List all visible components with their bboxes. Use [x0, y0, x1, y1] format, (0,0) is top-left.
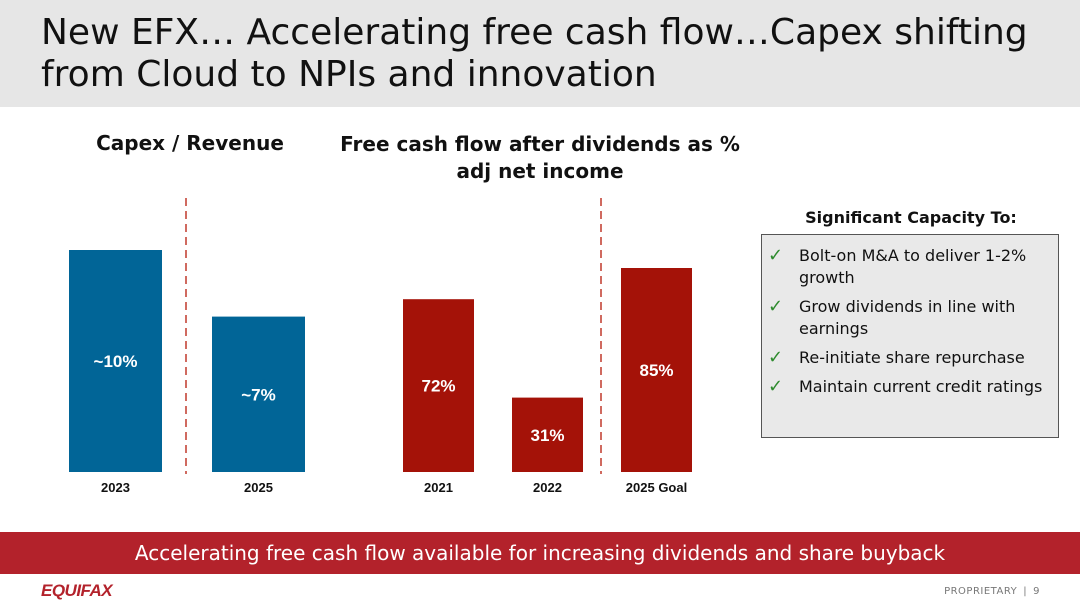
checkmark-icon: ✓	[768, 296, 784, 317]
capacity-item-text: Bolt-on M&A to deliver 1-2% growth	[799, 246, 1027, 287]
capacity-item: ✓ Re-initiate share repurchase	[768, 347, 1052, 369]
capacity-item-text: Grow dividends in line with earnings	[799, 297, 1016, 338]
checkmark-icon: ✓	[768, 347, 784, 368]
checkmark-icon: ✓	[768, 245, 784, 266]
capex-category-label: 2025	[244, 480, 273, 495]
slide-title: New EFX… Accelerating free cash flow…Cap…	[41, 12, 1028, 95]
capacity-item: ✓ Bolt-on M&A to deliver 1-2% growth	[768, 245, 1052, 289]
fcf-category-label: 2022	[533, 480, 562, 495]
fcf-bar	[403, 299, 474, 472]
capacity-box: ✓ Bolt-on M&A to deliver 1-2% growth ✓ Gro…	[761, 234, 1059, 438]
capex-data-label: ~7%	[241, 385, 276, 404]
capex-category-label: 2023	[101, 480, 130, 495]
fcf-data-label: 31%	[530, 426, 564, 445]
chart-title-capex: Capex / Revenue	[96, 131, 284, 155]
capacity-item: ✓ Grow dividends in line with earnings	[768, 296, 1052, 340]
fcf-category-label: 2021	[424, 480, 453, 495]
capacity-item-text: Re-initiate share repurchase	[799, 348, 1025, 367]
footer-label: PROPRIETARY	[944, 586, 1018, 597]
fcf-bar	[621, 268, 692, 472]
checkmark-icon: ✓	[768, 376, 784, 397]
equifax-logo: EQUIFAX	[41, 581, 113, 600]
capex-data-label: ~10%	[94, 352, 138, 371]
fcf-bar	[512, 397, 583, 472]
page-number: 9	[1033, 586, 1040, 597]
capacity-item: ✓ Maintain current credit ratings	[768, 376, 1052, 398]
capex-bar	[69, 250, 162, 472]
chart-title-fcf: Free cash flow after dividends as % adj …	[340, 132, 740, 183]
footer-separator: |	[1023, 586, 1028, 597]
bottom-banner: Accelerating free cash flow available fo…	[0, 532, 1080, 574]
capacity-list: ✓ Bolt-on M&A to deliver 1-2% growth ✓ Gro…	[762, 235, 1058, 398]
capacity-title: Significant Capacity To:	[805, 208, 1017, 227]
fcf-data-label: 85%	[639, 361, 673, 380]
footer: PROPRIETARY | 9	[944, 586, 1040, 597]
capex-bar	[212, 316, 305, 472]
fcf-data-label: 72%	[421, 377, 455, 396]
title-band	[0, 0, 1080, 107]
fcf-category-label: 2025 Goal	[626, 480, 687, 495]
capacity-item-text: Maintain current credit ratings	[799, 377, 1043, 396]
